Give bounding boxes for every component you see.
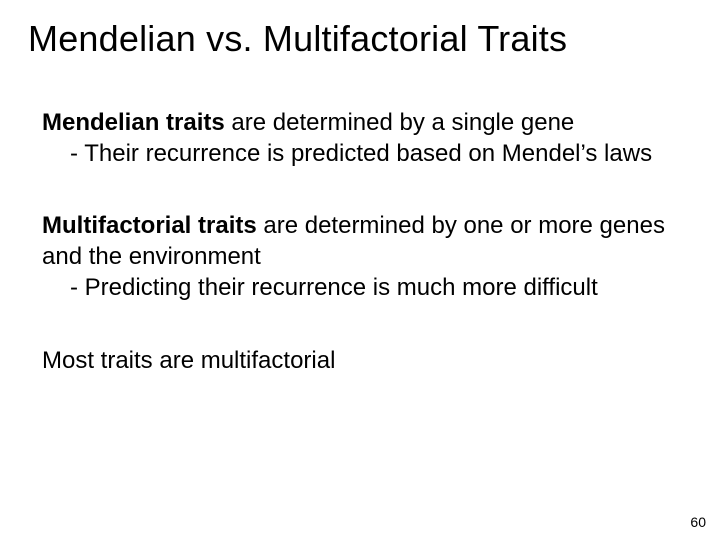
para2-line1: Multifactorial traits are determined by … [42, 211, 692, 272]
para1-rest: are determined by a single gene [225, 109, 575, 136]
para1-line1: Mendelian traits are determined by a sin… [42, 108, 692, 139]
para2-bold: Multifactorial traits [42, 212, 257, 239]
slide-body: Mendelian traits are determined by a sin… [28, 108, 692, 376]
paragraph-mendelian: Mendelian traits are determined by a sin… [42, 108, 692, 169]
paragraph-summary: Most traits are multifactorial [42, 346, 692, 377]
para1-sub: - Their recurrence is predicted based on… [42, 139, 692, 170]
para1-bold: Mendelian traits [42, 109, 225, 136]
paragraph-multifactorial: Multifactorial traits are determined by … [42, 211, 692, 303]
page-number: 60 [690, 514, 706, 530]
para2-sub: - Predicting their recurrence is much mo… [42, 273, 692, 304]
slide: Mendelian vs. Multifactorial Traits Mend… [0, 0, 720, 540]
slide-title: Mendelian vs. Multifactorial Traits [28, 18, 692, 60]
